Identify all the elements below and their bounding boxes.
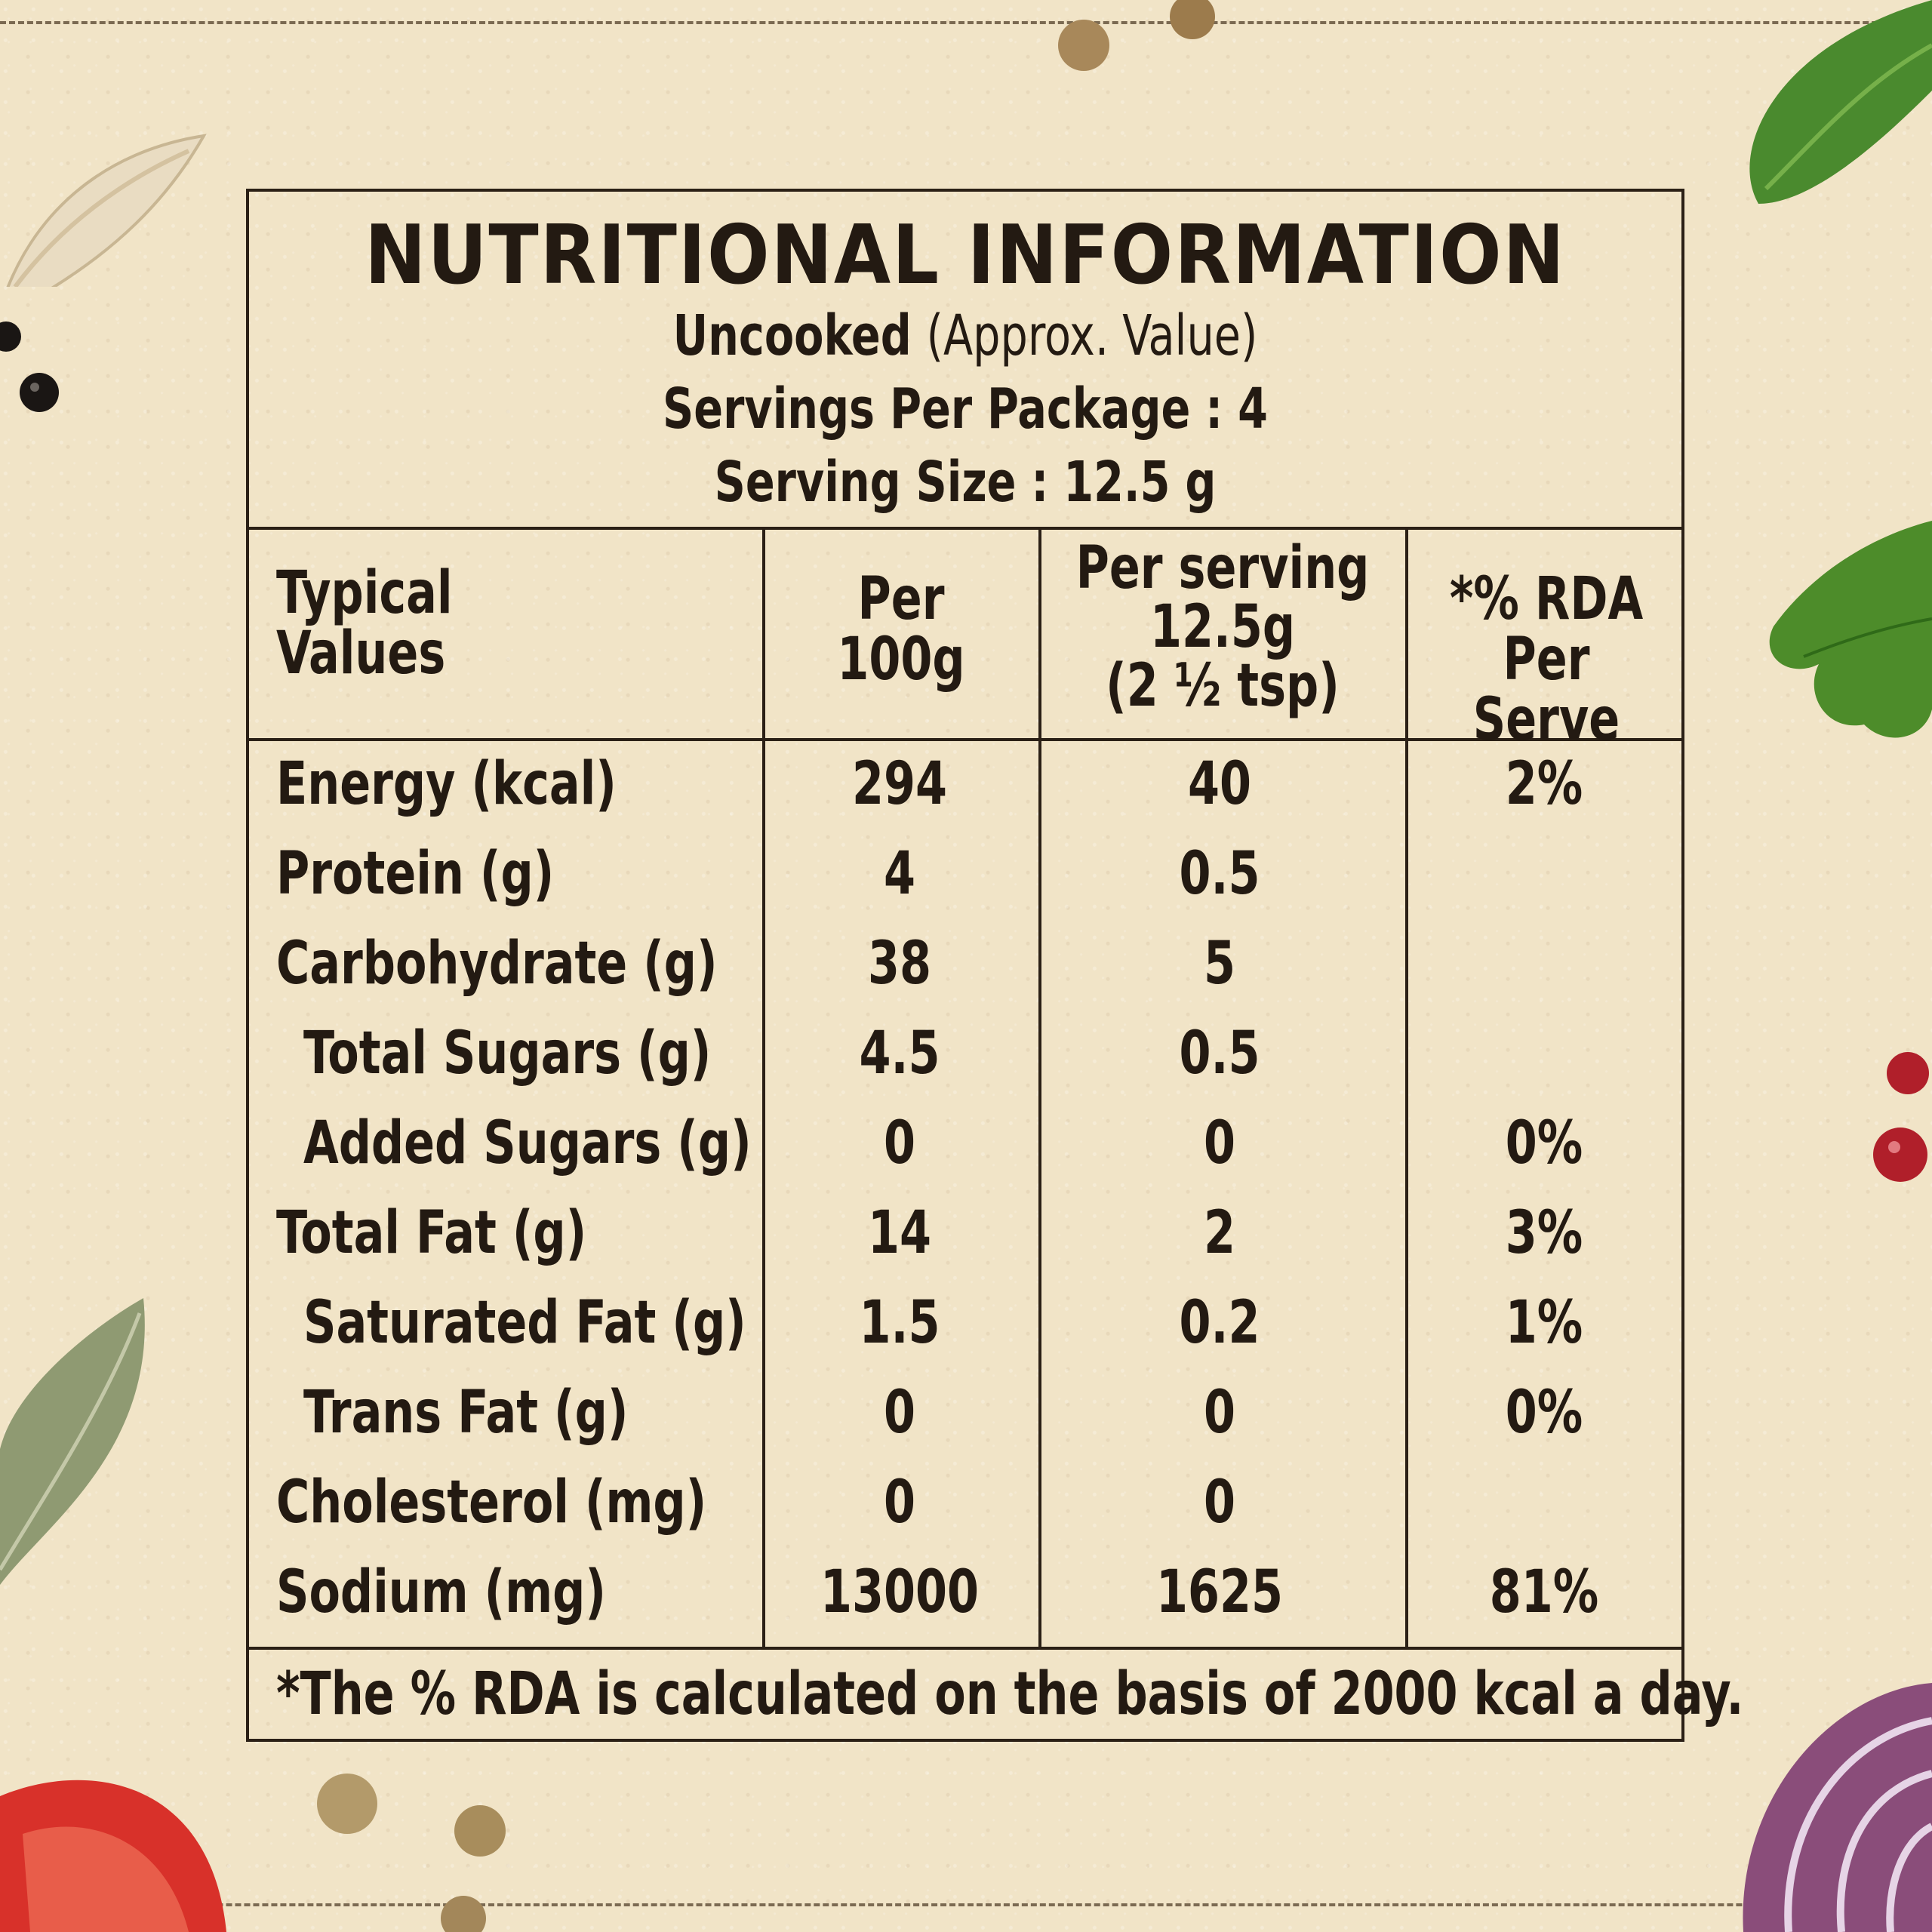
row-label: Trans Fat (g) — [303, 1379, 629, 1447]
coriander-seeds-image — [317, 1774, 506, 1932]
per100-value: 14 — [868, 1199, 931, 1267]
row-label: Energy (kcal) — [276, 750, 617, 818]
servings-per-package: Servings Per Package : 4 — [663, 377, 1268, 441]
rda-footnote: *The % RDA is calculated on the basis of… — [276, 1660, 1744, 1728]
peppercorn-top-image — [1058, 0, 1215, 71]
cilantro-leaf-image — [1769, 521, 1932, 738]
column-divider — [762, 530, 765, 1648]
bay-leaf-image — [0, 1298, 145, 1585]
pink-peppercorns-image — [1873, 1052, 1929, 1182]
per-serving-value: 0 — [1203, 1379, 1235, 1447]
rda-value: 0% — [1505, 1109, 1583, 1177]
row-label: Total Fat (g) — [276, 1199, 587, 1267]
garlic-clove-image — [6, 134, 207, 287]
row-label: Saturated Fat (g) — [303, 1289, 746, 1357]
uncooked-line: Uncooked (Approx. Value) — [349, 303, 1581, 368]
column-divider — [1038, 530, 1041, 1648]
per-serving-value: 5 — [1203, 930, 1235, 998]
panel-title: NUTRITIONAL INFORMATION — [365, 208, 1566, 303]
col-header-rda: *% RDA Per Serve — [1449, 565, 1644, 754]
per-serving-value: 0.5 — [1179, 1020, 1260, 1088]
header-row-divider — [249, 738, 1681, 741]
per100-value: 0 — [883, 1469, 915, 1537]
rda-value: 0% — [1505, 1379, 1583, 1447]
per100-value: 0 — [883, 1109, 915, 1177]
bottom-stitch-border — [0, 1903, 1932, 1906]
row-label: Total Sugars (g) — [303, 1020, 712, 1088]
rda-value: 1% — [1505, 1289, 1583, 1357]
row-label: Carbohydrate (g) — [276, 930, 718, 998]
black-peppercorns-image — [0, 321, 59, 412]
per-serving-value: 2 — [1203, 1199, 1235, 1267]
per-serving-value: 0.2 — [1179, 1289, 1260, 1357]
per100-value: 4 — [883, 840, 915, 908]
tomato-slice-image — [0, 1780, 226, 1932]
per100-value: 13000 — [820, 1558, 979, 1626]
panel-header: NUTRITIONAL INFORMATION Uncooked (Approx… — [249, 192, 1681, 530]
per100-value: 0 — [883, 1379, 915, 1447]
per100-value: 4.5 — [859, 1020, 940, 1088]
per100-value: 1.5 — [859, 1289, 940, 1357]
rda-value: 81% — [1489, 1558, 1599, 1626]
rda-value: 2% — [1505, 750, 1583, 818]
top-stitch-border — [0, 21, 1932, 24]
approx-label: (Approx. Value) — [926, 303, 1258, 368]
per-serving-value: 0.5 — [1179, 840, 1260, 908]
rda-value: 3% — [1505, 1199, 1583, 1267]
per-serving-value: 1625 — [1156, 1558, 1283, 1626]
per-serving-value: 0 — [1203, 1469, 1235, 1537]
per100-value: 294 — [852, 750, 947, 818]
per-serving-value: 40 — [1188, 750, 1251, 818]
per-serving-value: 0 — [1203, 1109, 1235, 1177]
col-header-typical: Typical Values — [276, 559, 453, 688]
uncooked-label: Uncooked — [672, 303, 912, 368]
row-label: Added Sugars (g) — [303, 1109, 752, 1177]
col-header-per100: Per 100g — [837, 565, 965, 694]
row-label: Sodium (mg) — [276, 1558, 606, 1626]
footer-divider — [249, 1647, 1681, 1650]
nutrition-table-panel: NUTRITIONAL INFORMATION Uncooked (Approx… — [246, 189, 1743, 1742]
serving-size: Serving Size : 12.5 g — [714, 450, 1217, 515]
row-label: Protein (g) — [276, 840, 555, 908]
row-label: Cholesterol (mg) — [276, 1469, 707, 1537]
per100-value: 38 — [868, 930, 931, 998]
red-onion-image — [1743, 1683, 1932, 1932]
basil-leaf-image — [1749, 0, 1932, 204]
column-divider — [1405, 530, 1408, 1648]
col-header-per-serving: Per serving 12.5g (2 ½ tsp) — [1075, 534, 1370, 720]
